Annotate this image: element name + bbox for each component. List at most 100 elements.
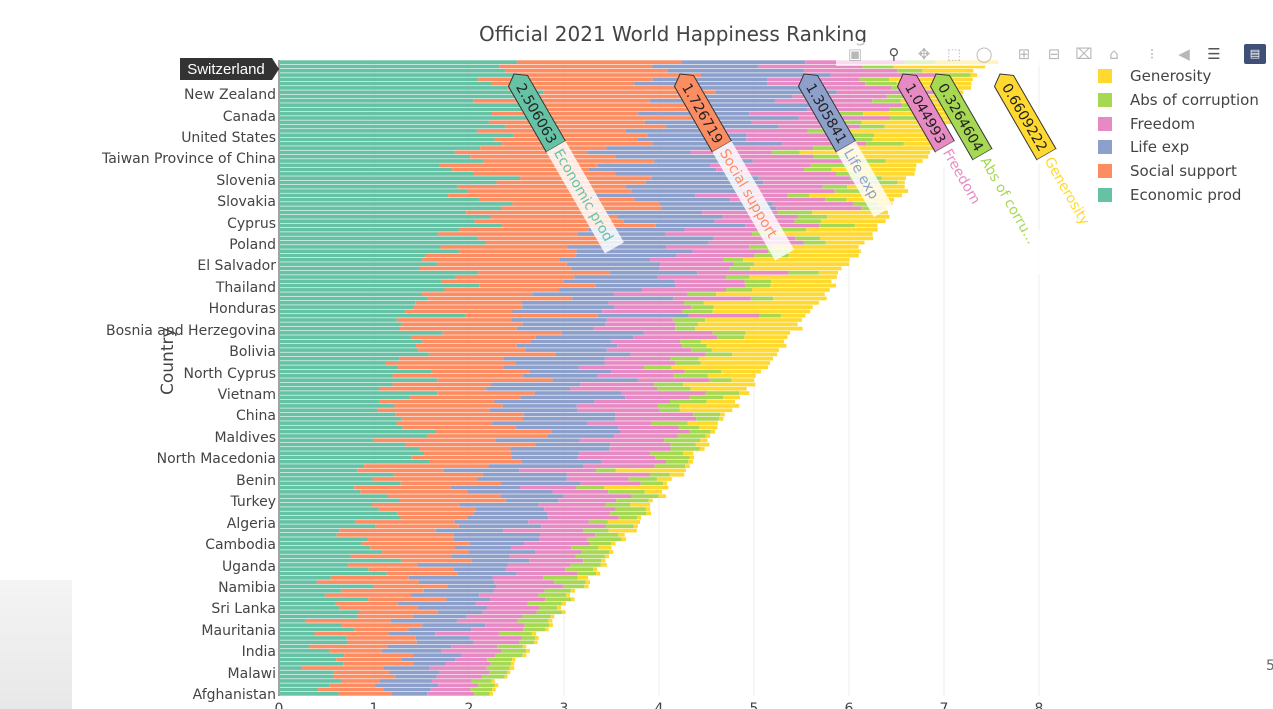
bar-segment[interactable] — [279, 124, 506, 129]
bar-segment[interactable] — [580, 382, 655, 387]
bar-segment[interactable] — [485, 623, 525, 627]
bar-segment[interactable] — [936, 73, 971, 77]
bar-segment[interactable] — [279, 348, 419, 352]
bar-segment[interactable] — [279, 601, 335, 606]
bar-segment[interactable] — [566, 593, 571, 597]
bar-segment[interactable] — [279, 189, 468, 193]
bar-segment[interactable] — [605, 210, 703, 215]
bar-segment[interactable] — [279, 653, 345, 658]
bar-segment[interactable] — [750, 266, 842, 271]
bar-segment[interactable] — [812, 210, 889, 215]
bar-segment[interactable] — [368, 597, 447, 602]
bar-segment[interactable] — [279, 270, 479, 275]
bar-segment[interactable] — [630, 352, 706, 357]
bar-segment[interactable] — [471, 679, 492, 683]
bar-segment[interactable] — [279, 640, 348, 645]
bar-segment[interactable] — [479, 283, 596, 288]
bar-segment[interactable] — [749, 111, 837, 116]
bar-segment[interactable] — [671, 365, 769, 370]
bar-segment[interactable] — [598, 236, 714, 241]
bar-segment[interactable] — [424, 451, 512, 456]
bar-segment[interactable] — [643, 331, 713, 335]
bar-segment[interactable] — [341, 588, 424, 593]
box-select-icon[interactable]: ⬚ — [946, 45, 962, 63]
bar-segment[interactable] — [279, 558, 402, 563]
bar-segment[interactable] — [467, 490, 553, 494]
bar-segment[interactable] — [535, 550, 582, 554]
bar-segment[interactable] — [577, 408, 660, 413]
bar-segment[interactable] — [439, 163, 598, 168]
bar-segment[interactable] — [552, 490, 609, 494]
bar-segment[interactable] — [598, 545, 612, 550]
bar-segment[interactable] — [711, 348, 779, 352]
bar-segment[interactable] — [855, 159, 886, 163]
bar-segment[interactable] — [698, 116, 799, 120]
bar-segment[interactable] — [595, 283, 676, 288]
bar-segment[interactable] — [390, 618, 457, 623]
bar-segment[interactable] — [355, 520, 455, 524]
bar-segment[interactable] — [557, 606, 562, 610]
bar-segment[interactable] — [602, 309, 683, 314]
bar-segment[interactable] — [631, 189, 756, 193]
bar-segment[interactable] — [510, 447, 610, 451]
bar-segment[interactable] — [549, 623, 553, 627]
bar-segment[interactable] — [422, 623, 486, 627]
bar-segment[interactable] — [678, 425, 699, 430]
bar-segment[interactable] — [642, 288, 727, 292]
bar-segment[interactable] — [847, 163, 917, 168]
bar-segment[interactable] — [279, 313, 466, 318]
bar-segment[interactable] — [675, 326, 696, 331]
bar-segment[interactable] — [749, 275, 837, 279]
bar-segment[interactable] — [494, 580, 555, 584]
bar-segment[interactable] — [689, 455, 695, 460]
bar-segment[interactable] — [818, 270, 838, 275]
bar-segment[interactable] — [659, 266, 730, 271]
bar-segment[interactable] — [279, 60, 518, 64]
bar-segment[interactable] — [481, 674, 505, 679]
bar-segment[interactable] — [842, 137, 873, 142]
bar-segment[interactable] — [279, 154, 471, 159]
bar-segment[interactable] — [521, 300, 609, 305]
bar-segment[interactable] — [782, 141, 867, 146]
bar-segment[interactable] — [279, 442, 406, 447]
bar-segment[interactable] — [279, 434, 428, 438]
bar-segment[interactable] — [813, 154, 848, 159]
bar-segment[interactable] — [431, 369, 530, 374]
bar-segment[interactable] — [443, 468, 520, 473]
bar-segment[interactable] — [279, 300, 416, 305]
bar-segment[interactable] — [675, 361, 701, 365]
bar-segment[interactable] — [279, 683, 330, 688]
bar-segment[interactable] — [279, 98, 474, 103]
bar-segment[interactable] — [470, 687, 493, 692]
bar-segment[interactable] — [746, 133, 852, 138]
bar-segment[interactable] — [279, 326, 400, 331]
bar-segment[interactable] — [446, 597, 491, 602]
bar-segment[interactable] — [665, 232, 753, 236]
legend-item-freedom[interactable]: Freedom — [1092, 114, 1262, 134]
bar-segment[interactable] — [459, 227, 589, 232]
bar-segment[interactable] — [705, 352, 733, 357]
bar-segment[interactable] — [402, 425, 517, 430]
bar-segment[interactable] — [751, 120, 829, 125]
bar-segment[interactable] — [279, 116, 533, 120]
bar-segment[interactable] — [749, 245, 772, 249]
bar-segment[interactable] — [279, 309, 405, 314]
bar-segment[interactable] — [501, 649, 526, 653]
bar-segment[interactable] — [279, 262, 438, 266]
bar-segment[interactable] — [552, 378, 638, 382]
bar-segment[interactable] — [710, 163, 811, 168]
bar-segment[interactable] — [885, 159, 923, 163]
bar-segment[interactable] — [522, 416, 616, 421]
bar-segment[interactable] — [453, 533, 541, 537]
bar-segment[interactable] — [650, 421, 688, 425]
bar-segment[interactable] — [396, 421, 493, 425]
bar-segment[interactable] — [329, 683, 375, 688]
bar-segment[interactable] — [581, 550, 610, 554]
bar-segment[interactable] — [646, 511, 651, 516]
bar-segment[interactable] — [523, 541, 590, 546]
bar-segment[interactable] — [681, 60, 806, 64]
bar-segment[interactable] — [597, 374, 674, 378]
bar-segment[interactable] — [559, 288, 643, 292]
bar-segment[interactable] — [466, 614, 523, 619]
bar-segment[interactable] — [510, 545, 572, 550]
